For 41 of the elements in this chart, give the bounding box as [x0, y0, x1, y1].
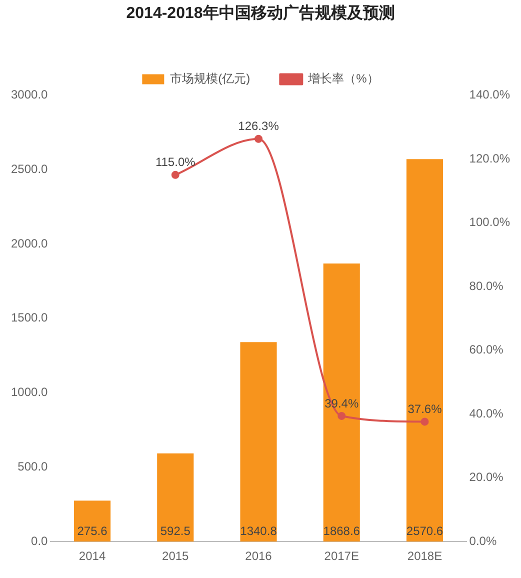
- bar: [406, 159, 444, 542]
- y2-tick-label: 40.0%: [469, 406, 504, 420]
- y2-tick-label: 60.0%: [469, 342, 504, 357]
- y-tick-label: 2500.0: [11, 162, 48, 176]
- x-tick-label: 2015: [162, 549, 190, 564]
- bar: [240, 342, 277, 542]
- data-label: 592.5: [160, 524, 191, 538]
- point: [338, 412, 346, 420]
- x-tick-label: 2017E: [324, 549, 359, 564]
- y-tick-label: 500.0: [18, 460, 48, 474]
- y-tick-label: 2000.0: [11, 236, 48, 250]
- chart-title: 2014-2018年中国移动广告规模及预测: [126, 4, 395, 22]
- data-label: 1340.8: [240, 524, 278, 538]
- data-label: 275.6: [77, 524, 108, 538]
- data-label: 37.6%: [408, 402, 442, 416]
- x-tick-label: 2016: [245, 549, 272, 564]
- y2-tick-label: 80.0%: [469, 278, 504, 293]
- point: [171, 170, 180, 179]
- y-tick-label: 3000.0: [11, 88, 48, 102]
- x-tick-label: 2014: [78, 549, 106, 564]
- data-label: 126.3%: [238, 119, 280, 134]
- data-label: 2570.6: [406, 524, 444, 538]
- point: [420, 418, 429, 426]
- y2-tick-label: 20.0%: [469, 470, 504, 484]
- y-tick-label: 1500.0: [11, 310, 48, 325]
- data-label: 39.4%: [324, 396, 359, 410]
- y-tick-label: 0.0: [31, 534, 48, 548]
- legend-label: 市场规模(亿元): [170, 72, 250, 86]
- bar: [157, 453, 194, 542]
- y-tick-label: 1000.0: [11, 385, 48, 400]
- y2-tick-label: 0.0%: [469, 534, 497, 548]
- data-label: 1868.6: [323, 524, 360, 538]
- data-label: 115.0%: [155, 155, 196, 170]
- bar: [323, 264, 360, 542]
- x-tick-label: 2018E: [407, 549, 442, 564]
- y2-tick-label: 120.0%: [469, 151, 510, 166]
- y2-tick-label: 100.0%: [469, 215, 510, 230]
- bar: [74, 500, 111, 542]
- legend-label: 增长率（%）: [307, 72, 379, 86]
- point: [254, 134, 262, 143]
- y2-tick-label: 140.0%: [469, 88, 510, 102]
